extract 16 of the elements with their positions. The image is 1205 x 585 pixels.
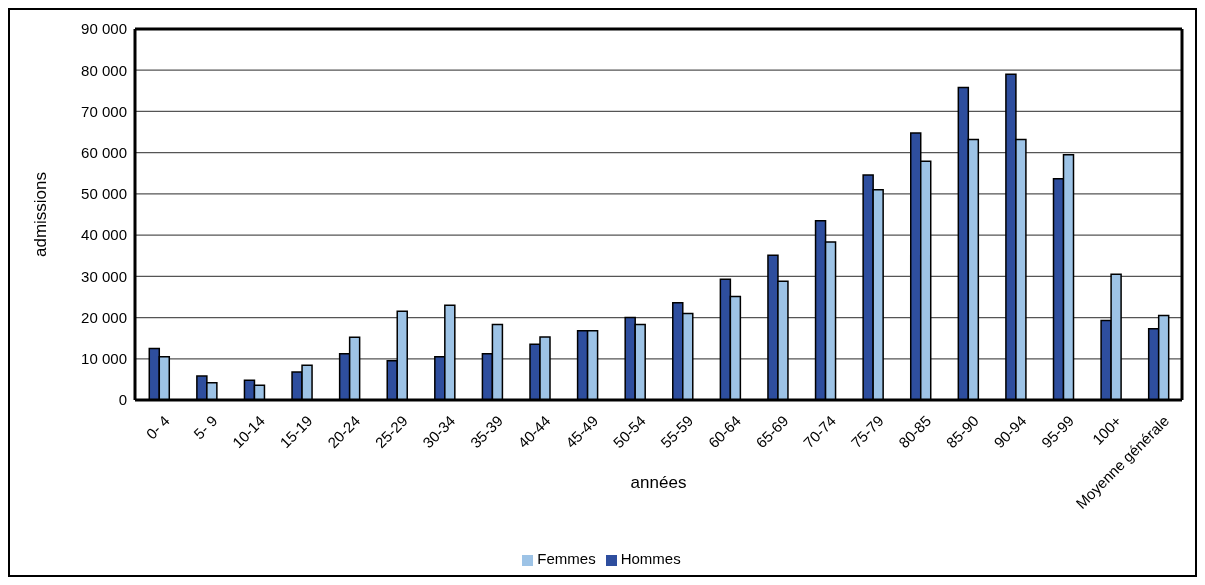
legend-label: Hommes [620,550,681,567]
y-tick-label: 50 000 [81,185,127,203]
x-tick-label: 5- 9 [190,412,221,443]
y-axis-title: admissions [31,171,51,258]
x-tick-label: 0- 4 [142,412,173,443]
y-tick-label: 40 000 [81,226,127,244]
y-tick-label: 20 000 [81,308,127,326]
y-tick-label: 80 000 [81,61,127,79]
y-tick-label: 10 000 [81,350,127,368]
x-axis-title: années [630,473,687,492]
y-tick-label: 60 000 [81,143,127,161]
legend-label: Femmes [537,550,596,567]
y-tick-label: 30 000 [81,267,127,285]
y-tick-label: 90 000 [81,20,127,38]
y-tick-label: 0 [118,391,127,409]
y-tick-label: 70 000 [81,102,127,120]
